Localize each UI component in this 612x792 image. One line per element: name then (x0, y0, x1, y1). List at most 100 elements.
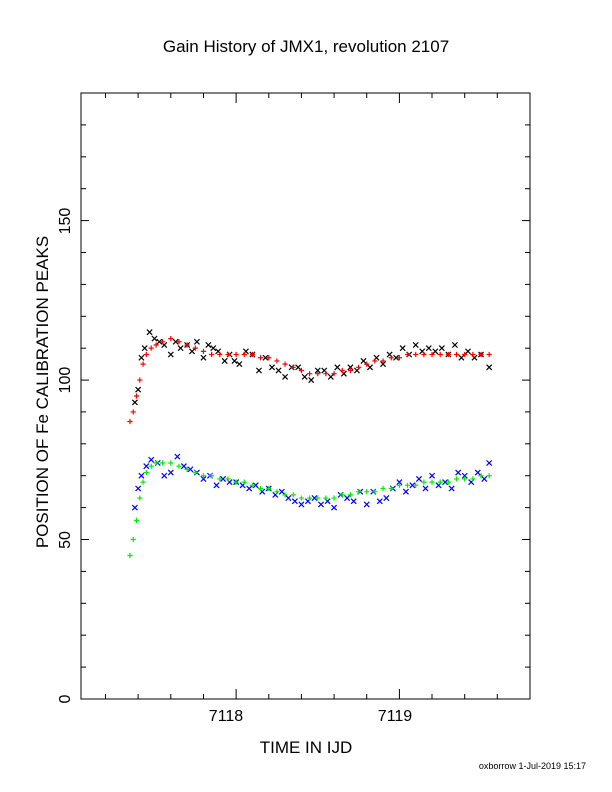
series-0-point (141, 345, 148, 352)
series-2-point (461, 472, 468, 479)
series-2-point (135, 485, 142, 492)
series-2-point (200, 475, 207, 482)
series-0-point (393, 354, 400, 361)
series-0-point (486, 364, 493, 371)
series-3-point (470, 476, 476, 482)
series-1-point (462, 351, 468, 358)
series-2-point (143, 463, 150, 470)
series-2-point (363, 501, 370, 508)
series-3-point (462, 476, 468, 482)
series-1-point (258, 355, 264, 361)
series-0-point (167, 351, 174, 358)
series-2-point (311, 495, 318, 502)
series-0-point (146, 329, 153, 336)
series-2-point (415, 475, 422, 482)
series-2-point (252, 482, 259, 489)
series-0-point (314, 367, 321, 374)
series-1-point (404, 351, 411, 358)
series-2-point (161, 472, 168, 479)
series-0-point (221, 357, 228, 364)
series-1-point (347, 367, 353, 374)
series-3-point (217, 476, 223, 482)
series-1-point (290, 364, 296, 370)
series-3-point (241, 479, 247, 485)
series-2-point (213, 482, 220, 489)
series-3-point (168, 460, 174, 466)
series-0-point (177, 345, 184, 352)
series-0-point (269, 364, 276, 371)
series-3-point (388, 485, 394, 492)
series-0-point (327, 373, 334, 380)
series-1-point (339, 367, 345, 374)
series-3-point (478, 473, 484, 479)
series-2-point (298, 501, 305, 508)
series-1-point (437, 351, 443, 358)
series-1-point (225, 351, 231, 358)
series-3-point (429, 479, 435, 485)
series-0-point (193, 338, 200, 345)
series-3-point (380, 485, 386, 492)
series-3-point (372, 489, 378, 495)
series-3-point (421, 479, 427, 485)
series-0-point (210, 345, 217, 352)
series-0-point (156, 338, 163, 345)
series-3-point (355, 489, 362, 495)
series-3-point (396, 482, 402, 488)
series-2-point (167, 469, 174, 476)
series-1-point (266, 355, 272, 361)
series-3-point (413, 482, 419, 488)
series-2-point (174, 453, 181, 460)
series-3-point (148, 463, 154, 469)
series-2-point (291, 498, 298, 505)
series-1-point (137, 377, 143, 383)
series-1-point (168, 335, 174, 342)
series-3-point (453, 476, 460, 482)
y-tick-label-50: 50 (57, 531, 74, 549)
series-3-point (306, 495, 313, 501)
y-tick-label-0: 0 (57, 694, 74, 703)
series-1-point (249, 351, 256, 358)
series-1-point (200, 348, 207, 354)
series-2-point (442, 479, 449, 486)
series-0-point (262, 354, 269, 361)
series-3-point (127, 552, 133, 559)
series-3-point (331, 495, 337, 501)
series-3-point (137, 495, 143, 501)
series-3-point (258, 485, 264, 492)
series-1-point (470, 351, 476, 358)
series-0-point (172, 338, 179, 345)
series-0-point (399, 345, 406, 352)
series-3-point (486, 473, 492, 479)
series-1-point (241, 351, 247, 358)
series-2-point (246, 485, 253, 492)
series-0 (131, 329, 493, 406)
series-1-point (209, 351, 215, 358)
series-0-point (360, 357, 367, 364)
series-0-point (131, 399, 138, 406)
series-0-point (458, 354, 465, 361)
series-2-point (331, 504, 338, 511)
series-3-point (184, 466, 190, 472)
series-2-point (486, 459, 493, 467)
series-3-point (133, 517, 140, 523)
series-3-point (153, 460, 159, 466)
series-2-point (396, 479, 403, 486)
series-1-point (388, 355, 394, 361)
series-3-point (290, 492, 296, 498)
series-1-point (176, 339, 182, 345)
series-2-point (376, 498, 383, 505)
series-0-point (255, 367, 262, 374)
series-1-point (421, 351, 427, 358)
series-0-point (347, 364, 354, 371)
series-3-point (364, 489, 370, 495)
series-2-point (350, 498, 357, 505)
series-0-point (451, 341, 458, 348)
series-0-point (438, 345, 445, 352)
y-axis (81, 92, 530, 700)
y-tick-label-150: 150 (57, 208, 74, 235)
series-0-point (432, 348, 439, 355)
series-1-point (380, 358, 386, 364)
series-3-point (282, 492, 288, 498)
series-2-point (138, 472, 145, 479)
